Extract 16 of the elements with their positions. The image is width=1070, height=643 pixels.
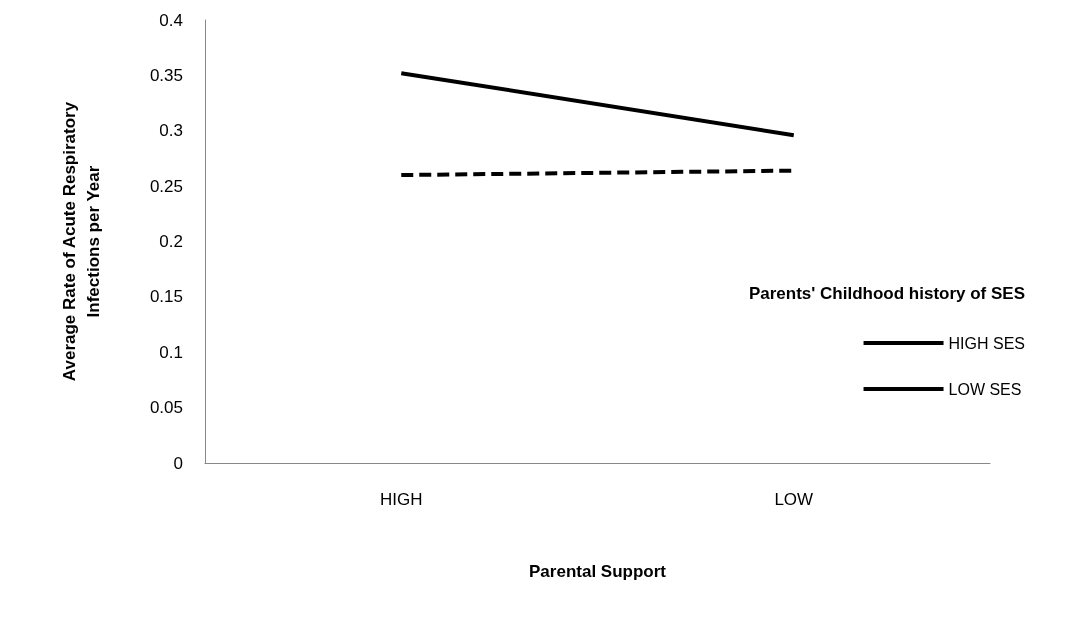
x-tick-label: LOW — [774, 490, 814, 509]
y-tick-label: 0.35 — [149, 65, 183, 85]
y-tick-label: 0.15 — [149, 287, 183, 307]
x-axis-title: Parental Support — [529, 562, 667, 581]
y-tick-label: 0.1 — [159, 342, 183, 362]
y-tick-label: 0.05 — [149, 398, 183, 418]
y-tick-label: 0.25 — [149, 176, 183, 196]
y-axis-title: Average Rate of Acute Respiratory Infections per Year — [59, 101, 103, 382]
legend-title: Parents' Childhood history of SES — [748, 284, 1026, 303]
y-tick-label: 0.2 — [159, 232, 183, 251]
x-tick-label: HIGH — [380, 490, 423, 509]
y-tick-label: 0.3 — [159, 121, 183, 141]
y-tick-label: 0 — [173, 453, 183, 473]
legend-label: HIGH SES — [948, 334, 1026, 352]
y-tick-label: 0.4 — [159, 10, 183, 30]
legend-label: LOW SES — [948, 380, 1022, 398]
